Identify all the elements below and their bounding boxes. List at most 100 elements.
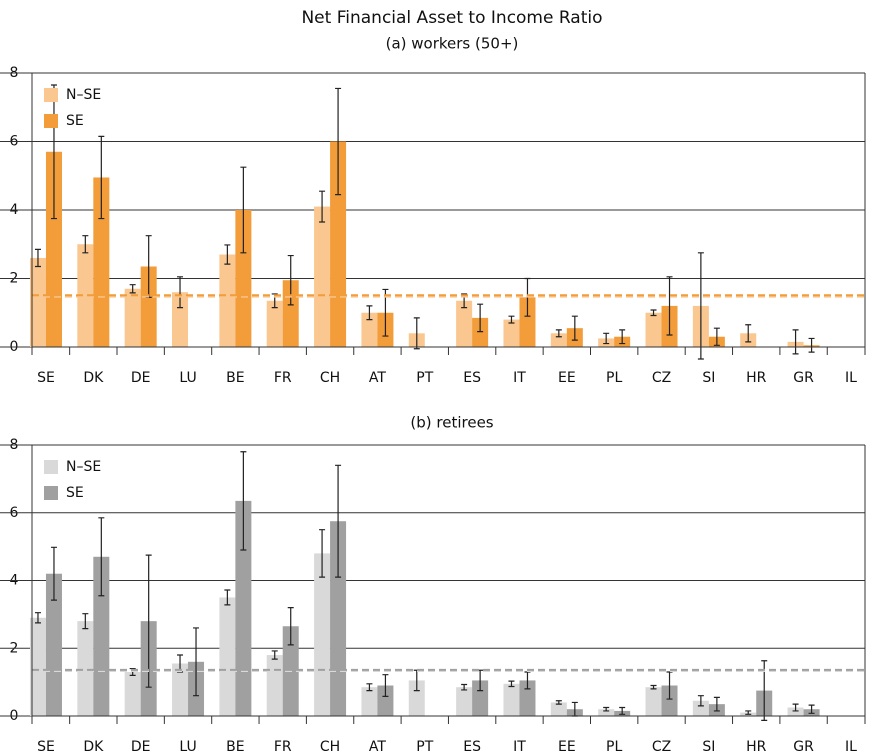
error-bar <box>129 284 136 294</box>
bar <box>661 685 678 716</box>
error-bar <box>508 680 515 688</box>
error-bar <box>50 546 57 601</box>
error-bar <box>619 706 626 715</box>
error-bar <box>808 337 815 353</box>
error-bar <box>366 683 373 692</box>
bar <box>235 210 252 347</box>
error-bar <box>619 329 626 345</box>
error-bar <box>240 451 247 551</box>
error-bar <box>808 704 815 714</box>
bar <box>266 300 283 347</box>
error-bar <box>745 710 752 715</box>
bar <box>550 702 567 716</box>
x-tick-label: PL <box>606 370 622 386</box>
error-bar <box>335 464 342 578</box>
x-tick-label: BE <box>226 739 244 755</box>
bar <box>172 292 189 347</box>
bar <box>361 312 378 347</box>
error-bar <box>240 166 247 254</box>
error-bar <box>287 607 294 646</box>
error-bar <box>555 700 562 705</box>
error-bar <box>792 329 799 355</box>
x-tick-label: EE <box>558 370 576 386</box>
error-bar <box>382 674 389 697</box>
error-bar <box>555 329 562 338</box>
error-bar <box>650 309 657 317</box>
bar <box>503 319 520 347</box>
subtitle: (a) workers (50+) <box>386 35 519 53</box>
x-tick-label: DE <box>131 370 151 386</box>
legend-swatch <box>44 460 58 474</box>
bar <box>472 317 489 347</box>
error-bar <box>461 683 468 691</box>
bar <box>29 257 46 347</box>
x-tick-label: BE <box>226 370 244 386</box>
error-bar <box>603 332 610 345</box>
legend-label: SE <box>66 113 84 129</box>
error-bar <box>477 303 484 333</box>
error-bar <box>271 650 278 660</box>
bar <box>45 151 62 347</box>
error-bar <box>193 627 200 697</box>
bar <box>645 687 662 716</box>
x-tick-label: PT <box>416 739 433 755</box>
error-bar <box>82 613 89 630</box>
bar <box>456 300 473 347</box>
error-bar <box>34 248 41 268</box>
bar <box>314 553 331 716</box>
subtitle: (b) retirees <box>410 414 493 432</box>
bar <box>140 266 157 347</box>
x-tick-label: SE <box>37 370 55 386</box>
error-bar <box>224 244 231 265</box>
error-bar <box>366 305 373 321</box>
error-bar <box>98 517 105 597</box>
error-bar <box>571 315 578 341</box>
bar <box>219 254 236 347</box>
error-bar <box>792 703 799 712</box>
error-bar <box>413 317 420 350</box>
error-bar <box>666 671 673 700</box>
bar <box>235 500 252 716</box>
bar <box>172 663 189 716</box>
legend-label: N–SE <box>66 87 101 103</box>
error-bar <box>82 235 89 254</box>
error-bar <box>745 324 752 343</box>
bar <box>314 206 331 347</box>
bar <box>45 573 62 716</box>
legend-label: SE <box>66 485 84 501</box>
error-bar <box>335 87 342 196</box>
error-bar <box>145 554 152 688</box>
error-bar <box>697 252 704 360</box>
legend-swatch <box>44 486 58 500</box>
error-bar <box>697 695 704 707</box>
bar <box>93 177 110 347</box>
x-tick-label: IL <box>845 370 857 386</box>
bar <box>519 680 536 716</box>
x-tick-label: EE <box>558 739 576 755</box>
error-bar <box>224 589 231 606</box>
bar <box>77 621 94 716</box>
x-tick-label: PT <box>416 370 433 386</box>
bar <box>598 709 615 716</box>
bar <box>124 671 141 716</box>
x-tick-label: CZ <box>652 739 671 755</box>
bar <box>787 707 804 716</box>
error-bar <box>34 612 41 624</box>
bar <box>519 297 536 347</box>
bar <box>266 655 283 716</box>
bar <box>503 683 520 716</box>
bar <box>550 333 567 347</box>
bar <box>77 244 94 347</box>
x-tick-label: AT <box>369 370 386 386</box>
error-bar <box>713 696 720 712</box>
bar <box>219 597 236 716</box>
bar <box>692 700 709 716</box>
x-tick-label: CH <box>320 739 340 755</box>
x-tick-label: CZ <box>652 370 671 386</box>
x-tick-label: LU <box>179 370 196 386</box>
error-bar <box>98 135 105 220</box>
error-bar <box>650 684 657 690</box>
bar <box>645 312 662 347</box>
x-tick-label: SI <box>702 370 715 386</box>
x-tick-label: HR <box>746 370 767 386</box>
